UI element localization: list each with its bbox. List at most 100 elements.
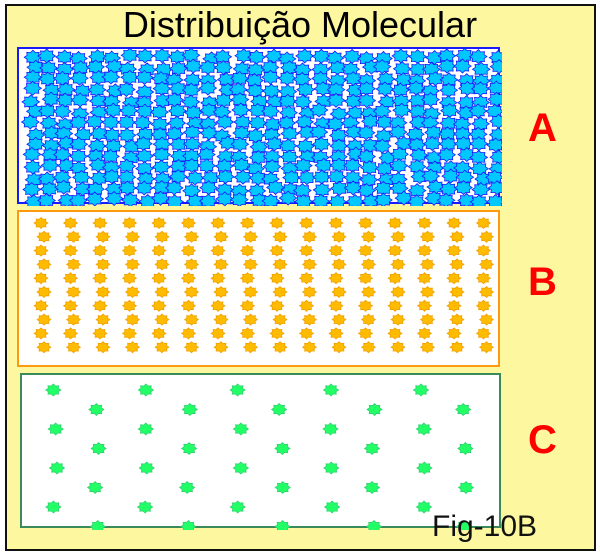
molecule — [119, 103, 139, 119]
molecule — [313, 81, 333, 97]
molecule — [323, 500, 341, 514]
molecule — [486, 80, 502, 96]
molecule — [233, 114, 253, 130]
molecule — [408, 49, 428, 65]
molecule — [229, 383, 246, 397]
molecule — [387, 244, 403, 257]
molecule — [278, 190, 298, 206]
molecule — [248, 170, 268, 186]
molecule — [180, 441, 198, 456]
molecule — [405, 126, 425, 142]
molecule — [181, 49, 201, 63]
molecule — [69, 70, 89, 86]
molecule — [249, 192, 269, 206]
molecule — [475, 244, 492, 257]
molecule — [62, 272, 79, 285]
molecule — [292, 71, 312, 87]
molecule — [298, 299, 315, 312]
molecule — [426, 179, 446, 195]
panel-a-label: A — [528, 106, 557, 150]
molecule — [42, 125, 62, 141]
molecule — [120, 69, 140, 85]
molecule — [328, 299, 344, 312]
molecule — [389, 158, 409, 174]
molecule — [135, 84, 155, 100]
molecule — [33, 244, 49, 257]
molecule — [230, 70, 250, 86]
molecule — [274, 441, 291, 456]
molecule — [183, 341, 200, 354]
molecule — [439, 82, 459, 98]
molecule — [210, 299, 226, 312]
molecule — [151, 216, 167, 230]
molecule — [134, 148, 154, 164]
molecule — [323, 461, 340, 475]
molecule — [249, 139, 269, 155]
molecule — [138, 193, 158, 206]
molecule — [263, 116, 283, 133]
molecule — [374, 128, 394, 144]
molecule — [133, 136, 153, 152]
molecule — [374, 114, 394, 130]
molecule — [183, 72, 203, 88]
molecule — [167, 103, 187, 119]
molecule — [446, 327, 462, 340]
molecule — [121, 327, 138, 340]
molecule — [282, 170, 302, 186]
molecule — [47, 422, 64, 436]
molecule — [196, 146, 216, 163]
molecule — [215, 114, 235, 130]
molecule — [326, 82, 346, 98]
molecule — [438, 136, 458, 152]
molecule — [387, 299, 403, 312]
molecule — [135, 161, 155, 177]
molecule — [260, 69, 280, 85]
molecule — [274, 480, 291, 495]
molecule — [456, 105, 476, 121]
molecule — [124, 230, 141, 243]
molecule — [265, 179, 285, 196]
molecule — [296, 82, 316, 98]
molecule — [327, 169, 347, 185]
molecule — [298, 327, 315, 340]
molecule — [328, 216, 344, 230]
molecule — [230, 136, 250, 152]
molecule — [214, 158, 234, 174]
molecule — [262, 159, 282, 175]
molecule — [449, 258, 465, 271]
molecule — [455, 49, 475, 63]
molecule — [475, 216, 492, 230]
molecule — [213, 285, 229, 299]
molecule — [390, 313, 406, 326]
molecule — [471, 182, 491, 198]
molecule — [183, 258, 200, 271]
molecule — [37, 49, 57, 64]
molecule — [198, 80, 218, 96]
molecule — [277, 70, 297, 86]
molecule — [33, 299, 49, 312]
molecule — [344, 124, 364, 140]
molecule — [272, 341, 288, 354]
molecule — [88, 402, 105, 417]
molecule — [52, 103, 72, 119]
molecule — [486, 137, 502, 153]
molecule — [457, 192, 477, 206]
molecule — [390, 146, 410, 162]
molecule — [469, 149, 489, 165]
molecule — [68, 192, 88, 206]
molecule — [269, 272, 285, 285]
molecule — [71, 60, 91, 76]
molecule — [218, 135, 238, 151]
molecule — [87, 138, 107, 154]
molecule — [229, 192, 249, 206]
molecule — [298, 216, 315, 230]
molecule — [361, 193, 381, 206]
panel-a-molecules — [20, 49, 502, 206]
molecule — [409, 147, 429, 163]
molecule — [85, 191, 105, 206]
molecule — [88, 49, 108, 65]
molecule — [407, 194, 427, 206]
molecule — [280, 60, 300, 76]
molecule — [326, 92, 346, 108]
molecule — [449, 285, 465, 299]
